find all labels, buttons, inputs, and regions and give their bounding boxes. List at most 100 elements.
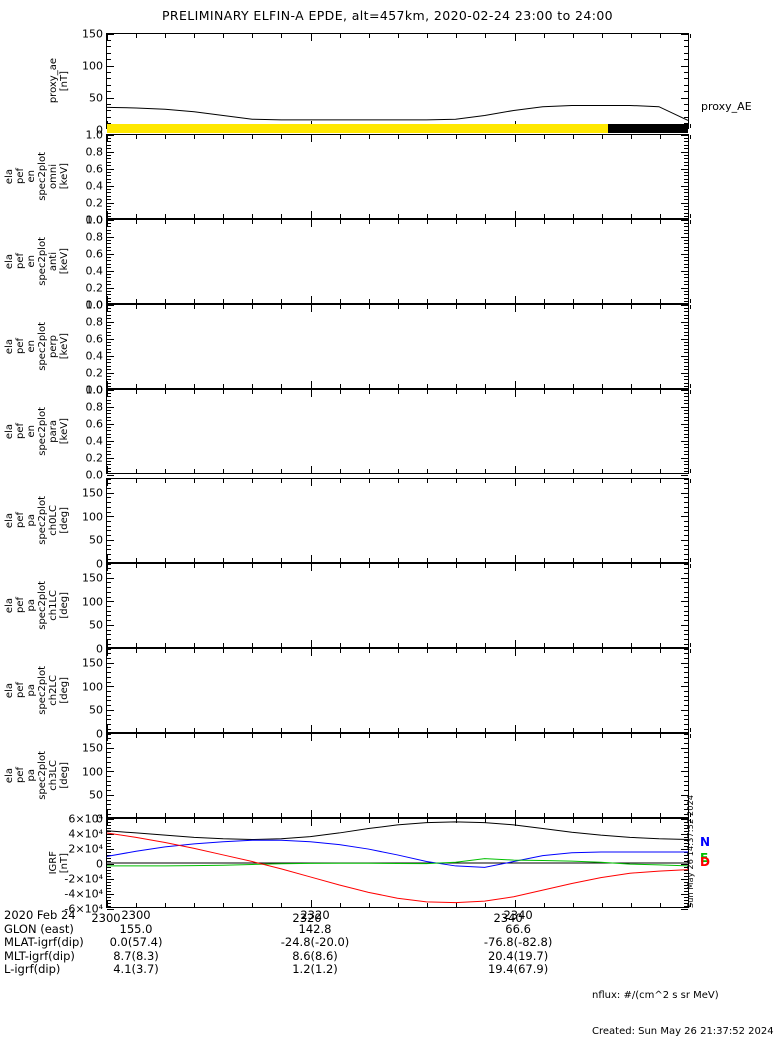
y-minor-tick: [684, 857, 688, 859]
x-tick: [106, 381, 108, 388]
y-minor-tick: [107, 219, 111, 221]
x-tick: [164, 34, 166, 38]
trace-total: [107, 822, 688, 840]
x-tick: [689, 903, 691, 907]
x-tick: [368, 813, 370, 817]
x-tick: [456, 305, 458, 309]
y-minor-tick: [684, 460, 688, 462]
y-tick-label: 150: [82, 27, 103, 41]
y-minor-tick: [684, 662, 688, 664]
x-tick: [252, 299, 254, 303]
y-minor-tick: [684, 116, 688, 118]
y-minor-tick: [107, 440, 111, 442]
y-minor-tick: [107, 277, 111, 279]
x-tick: [164, 734, 166, 738]
y-tick-label: 150: [82, 741, 103, 755]
y-minor-tick: [684, 657, 688, 659]
y-axis-label-word: spec2plot: [37, 666, 48, 715]
y-axis-label-word: pa: [26, 514, 37, 527]
y-minor-tick: [107, 301, 111, 303]
y-minor-tick: [684, 423, 688, 425]
x-tick: [514, 734, 516, 741]
y-minor-tick: [107, 430, 111, 432]
y-minor-tick: [107, 369, 111, 371]
y-minor-tick: [684, 483, 688, 485]
y-minor-tick: [684, 905, 688, 907]
y-minor-tick: [684, 420, 688, 422]
x-tick: [456, 649, 458, 653]
x-tick: [514, 640, 516, 647]
y-minor-tick: [107, 178, 111, 180]
y-minor-tick: [684, 277, 688, 279]
y-tick-label: 0.8: [85, 400, 104, 414]
y-minor-tick: [107, 212, 111, 214]
x-tick: [572, 384, 574, 388]
x-tick: [543, 135, 545, 139]
y-minor-tick: [107, 842, 111, 844]
x-tick: [339, 903, 341, 907]
x-tick: [602, 299, 604, 303]
x-tick: [223, 558, 225, 562]
x-tick: [310, 296, 312, 303]
y-minor-tick: [684, 46, 688, 48]
y-minor-tick: [107, 714, 111, 716]
x-tick: [135, 479, 137, 483]
y-minor-tick: [107, 587, 111, 589]
y-minor-tick: [684, 478, 688, 480]
y-minor-tick: [684, 454, 688, 456]
trace-layer: [107, 34, 688, 128]
x-tick: [602, 813, 604, 817]
x-tick: [572, 135, 574, 139]
x-tick: [252, 214, 254, 218]
y-minor-tick: [107, 863, 111, 865]
y-minor-tick: [684, 171, 688, 173]
y-minor-tick: [684, 216, 688, 218]
y-minor-tick: [107, 413, 111, 415]
y-minor-tick: [684, 375, 688, 377]
x-tick: [660, 34, 662, 38]
y-minor-tick: [684, 151, 688, 153]
y-tick-label: 0.4: [85, 179, 104, 193]
x-tick: [106, 649, 108, 656]
x-tick: [339, 564, 341, 568]
x-tick: [514, 135, 516, 142]
x-tick: [106, 810, 108, 817]
legend-entry-E: E: [700, 851, 709, 865]
x-tick: [689, 299, 691, 303]
y-tick-label: 0.2: [85, 366, 104, 380]
x-tick: [485, 813, 487, 817]
y-minor-tick: [684, 691, 688, 692]
x-tick: [572, 558, 574, 562]
x-tick: [339, 558, 341, 562]
y-minor-tick: [684, 348, 688, 350]
plot-panel-en-para: 0.0 0.2 0.4 0.6 0.8 1.0: [86, 385, 691, 481]
x-tick: [223, 384, 225, 388]
y-minor-tick: [684, 785, 688, 787]
y-minor-tick: [107, 464, 111, 466]
y-minor-tick: [684, 355, 688, 357]
y-minor-tick: [684, 273, 688, 275]
plot-panel-pa-ch1lc: 0 50 100 150: [82, 563, 691, 655]
x-tick: [339, 469, 341, 473]
x-tick: [543, 728, 545, 732]
y-minor-tick: [107, 216, 111, 218]
y-minor-tick: [684, 447, 688, 449]
x-tick: [660, 214, 662, 218]
y-minor-tick: [684, 433, 688, 435]
y-minor-tick: [107, 294, 111, 296]
y-minor-tick: [684, 624, 688, 626]
y-minor-tick: [684, 653, 688, 655]
x-tick-label: 2300: [91, 911, 121, 925]
y-minor-tick: [684, 154, 688, 156]
y-minor-tick: [107, 875, 111, 877]
x-tick: [339, 305, 341, 309]
y-minor-tick: [684, 813, 688, 815]
ephemeris-row-label: 2020 Feb 24: [4, 908, 76, 922]
ephemeris-value: 8.6(8.6): [292, 948, 338, 963]
x-tick: [310, 734, 312, 741]
x-tick: [485, 643, 487, 647]
y-minor-tick: [107, 454, 111, 456]
x-tick: [427, 299, 429, 303]
y-minor-tick: [107, 794, 111, 796]
x-tick: [602, 214, 604, 218]
